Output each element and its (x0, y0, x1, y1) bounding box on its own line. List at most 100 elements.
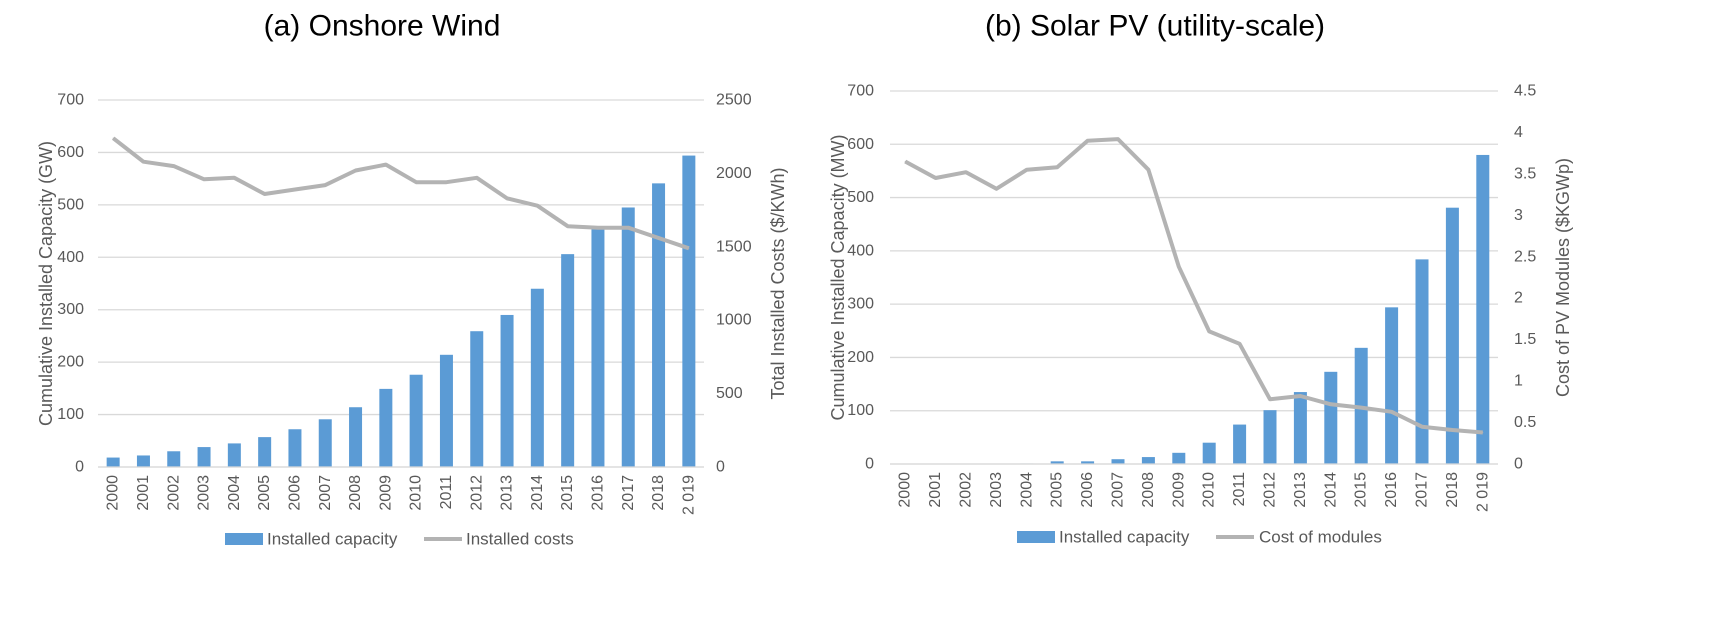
chart-1-right-tick-label: 2500 (716, 92, 752, 109)
chart-1-x-tick-label: 2008 (347, 475, 364, 511)
chart-1-x-tick-label: 2018 (650, 475, 667, 511)
chart-2-legend-bar-swatch (1017, 531, 1055, 543)
chart-1-y-axis-label: Cumulative Installed Capacity (GW) (36, 141, 56, 426)
chart-1-line-point (264, 193, 266, 195)
chart-2-x-tick-label: 2 019 (1474, 472, 1491, 512)
chart-1-bar (106, 457, 120, 467)
chart-2-x-tick-label: 2018 (1444, 472, 1461, 508)
chart-1-x-tick-label: 2012 (468, 475, 485, 511)
chart-2-line-point (1269, 398, 1271, 400)
chart-2-bar (1111, 459, 1125, 464)
chart-2-right-tick-label: 0.5 (1514, 414, 1536, 431)
chart-2-x-tick-label: 2017 (1414, 472, 1431, 508)
chart-1-line-point (324, 184, 326, 186)
chart-1-line-point (506, 197, 508, 199)
chart-1-bar (591, 228, 605, 467)
chart-2-bar (1445, 207, 1459, 464)
chart-2-line-point (1087, 140, 1089, 142)
chart-1-x-tick-label: 2007 (317, 475, 334, 511)
chart-1-left-tick-label: 600 (57, 144, 84, 161)
chart-1-bar (439, 354, 453, 467)
chart-1-right-tick-label: 2000 (716, 165, 752, 182)
chart-2-line-point (1239, 343, 1241, 345)
chart-1-bar (167, 451, 181, 467)
chart-1-x-tick-label: 2014 (529, 475, 546, 511)
chart-2-left-tick-label: 200 (847, 349, 874, 366)
chart-2-line-point (1421, 426, 1423, 428)
chart-2-legend-label: Cost of modules (1259, 528, 1382, 547)
chart-1-line-point (233, 177, 235, 179)
chart-1-right-tick-label: 0 (716, 459, 725, 476)
chart-2-x-tick-label: 2007 (1110, 472, 1127, 508)
chart-2-x-tick-label: 2012 (1262, 472, 1279, 508)
chart-2-y-axis-right-label: Cost of PV Modules ($KGWp) (1553, 158, 1573, 397)
chart-2-left-tick-label: 0 (865, 456, 874, 473)
chart-2-line-point (1391, 411, 1393, 413)
chart-2-line-point (1117, 138, 1119, 140)
chart-1-x-tick-label: 2011 (438, 475, 455, 510)
chart-1-line-point (415, 181, 417, 183)
chart-1-x-tick-label: 2017 (620, 475, 637, 511)
chart-2-right-tick-label: 1 (1514, 373, 1523, 390)
chart-2-bar (1293, 392, 1307, 464)
chart-2-x-tick-label: 2008 (1140, 472, 1157, 508)
chart-2-line-series (904, 137, 1483, 435)
chart-1-right-tick-label: 1500 (716, 238, 752, 255)
chart-2-bar (1263, 410, 1277, 464)
chart-2-right-tick-label: 3.5 (1514, 165, 1536, 182)
chart-1-x-tick-label: 2016 (589, 475, 606, 511)
chart-1-line-point (658, 237, 660, 239)
chart-1-x-tick-label: 2003 (196, 475, 213, 511)
chart-1-x-tick-label: 2005 (256, 475, 273, 511)
chart-1-bar (258, 437, 272, 467)
chart-2-legend-label: Installed capacity (1059, 528, 1190, 547)
chart-2-bar (1202, 442, 1216, 464)
chart-1-bar (621, 207, 635, 467)
chart-1-line-series (111, 136, 690, 251)
chart-1-bar (500, 314, 514, 467)
chart-1-line-point (567, 225, 569, 227)
chart-2-x-tick-label: 2005 (1049, 472, 1066, 508)
chart-2-line-point (1360, 407, 1362, 409)
chart-2-right-tick-label: 3 (1514, 207, 1523, 224)
chart-2-line-point (904, 160, 906, 162)
chart-2-line-point (935, 177, 937, 179)
chart-1-x-tick-label: 2 019 (680, 475, 697, 515)
chart-2-x-tick-label: 2009 (1170, 472, 1187, 508)
chart-1-bar (349, 407, 363, 467)
chart-2: (b) Solar PV (utility-scale)010020030040… (828, 10, 1573, 547)
chart-1-line-point (536, 205, 538, 207)
chart-1-line-point (688, 247, 690, 249)
chart-1-line-point (476, 177, 478, 179)
chart-2-x-tick-label: 2013 (1292, 472, 1309, 508)
chart-2-line-point (1056, 166, 1058, 168)
chart-2-line-point (965, 171, 967, 173)
chart-1-line-point (597, 227, 599, 229)
chart-1-line-point (355, 169, 357, 171)
chart-2-right-tick-label: 0 (1514, 456, 1523, 473)
chart-2-left-tick-label: 600 (847, 136, 874, 153)
chart-1-legend-label: Installed costs (466, 530, 574, 549)
chart-2-left-tick-label: 100 (847, 402, 874, 419)
chart-2-bar (1050, 461, 1064, 464)
chart-2-x-tick-label: 2014 (1322, 472, 1339, 508)
chart-1-left-tick-label: 500 (57, 196, 84, 213)
chart-2-right-tick-label: 2.5 (1514, 248, 1536, 265)
chart-2-line-point (1299, 395, 1301, 397)
chart-1-left-tick-label: 700 (57, 92, 84, 109)
chart-1-bar (136, 455, 150, 467)
chart-2-bar (1415, 259, 1429, 464)
chart-1-left-tick-label: 0 (75, 459, 84, 476)
chart-1-bar (682, 155, 696, 467)
chart-2-right-tick-label: 4 (1514, 124, 1523, 141)
chart-2-bar (1081, 461, 1095, 464)
chart-2-line-point (1482, 432, 1484, 434)
chart-2-title: (b) Solar PV (utility-scale) (985, 10, 1325, 43)
chart-2-left-tick-label: 500 (847, 189, 874, 206)
chart-1-x-tick-label: 2006 (286, 475, 303, 511)
chart-1-title: (a) Onshore Wind (264, 10, 501, 43)
chart-2-bar (1141, 457, 1155, 464)
chart-2-x-tick-label: 2004 (1018, 472, 1035, 508)
chart-1-x-tick-label: 2004 (226, 475, 243, 511)
